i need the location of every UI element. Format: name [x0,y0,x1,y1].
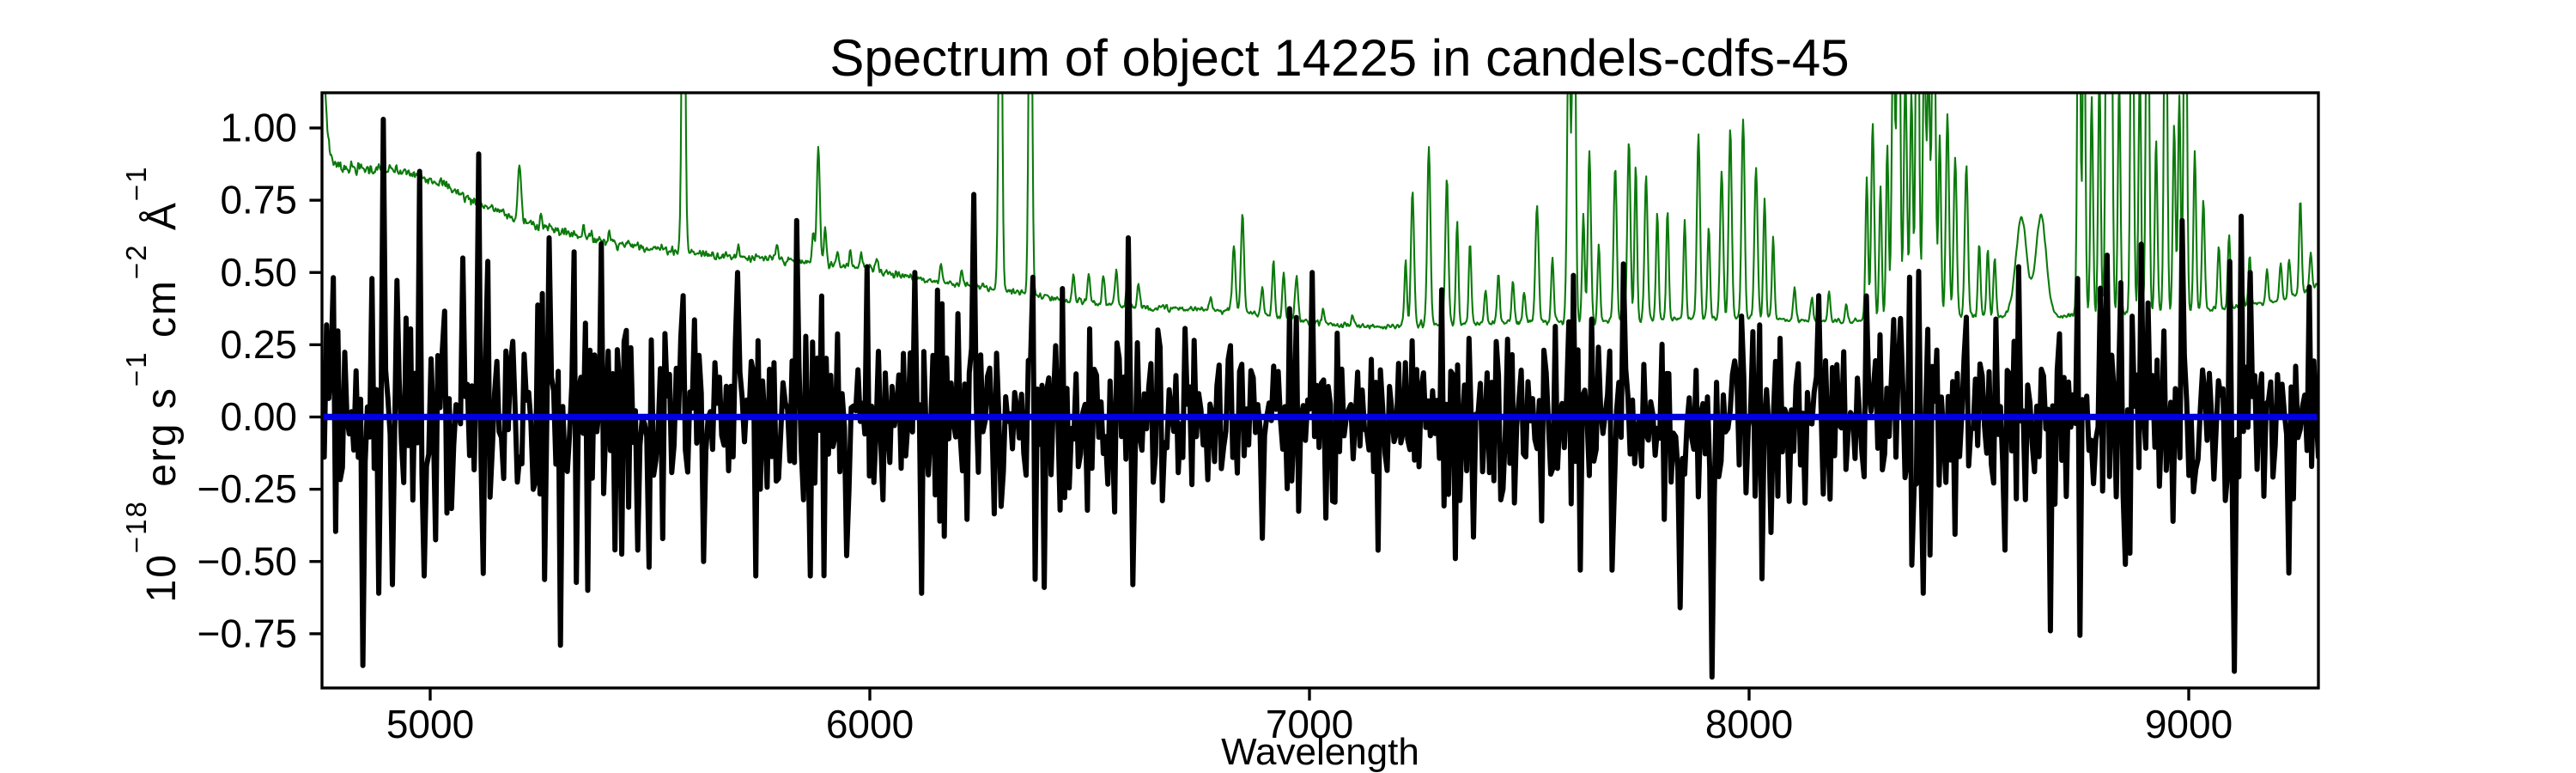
svg-text:0.00: 0.00 [220,394,297,439]
svg-text:8000: 8000 [1705,702,1793,746]
svg-text:7000: 7000 [1266,702,1353,746]
svg-text:−0.50: −0.50 [197,539,297,583]
svg-text:Spectrum of object 14225 in ca: Spectrum of object 14225 in candels-cdfs… [829,29,1849,87]
svg-text:−0.25: −0.25 [197,466,297,511]
svg-text:0.25: 0.25 [220,322,297,367]
svg-text:9000: 9000 [2145,702,2233,746]
svg-text:−0.75: −0.75 [197,611,297,655]
svg-text:1.00: 1.00 [220,106,297,150]
svg-text:6000: 6000 [826,702,914,746]
svg-text:5000: 5000 [386,702,474,746]
svg-text:Wavelength: Wavelength [1221,731,1419,773]
svg-text:0.50: 0.50 [220,250,297,295]
svg-text:0.75: 0.75 [220,178,297,222]
